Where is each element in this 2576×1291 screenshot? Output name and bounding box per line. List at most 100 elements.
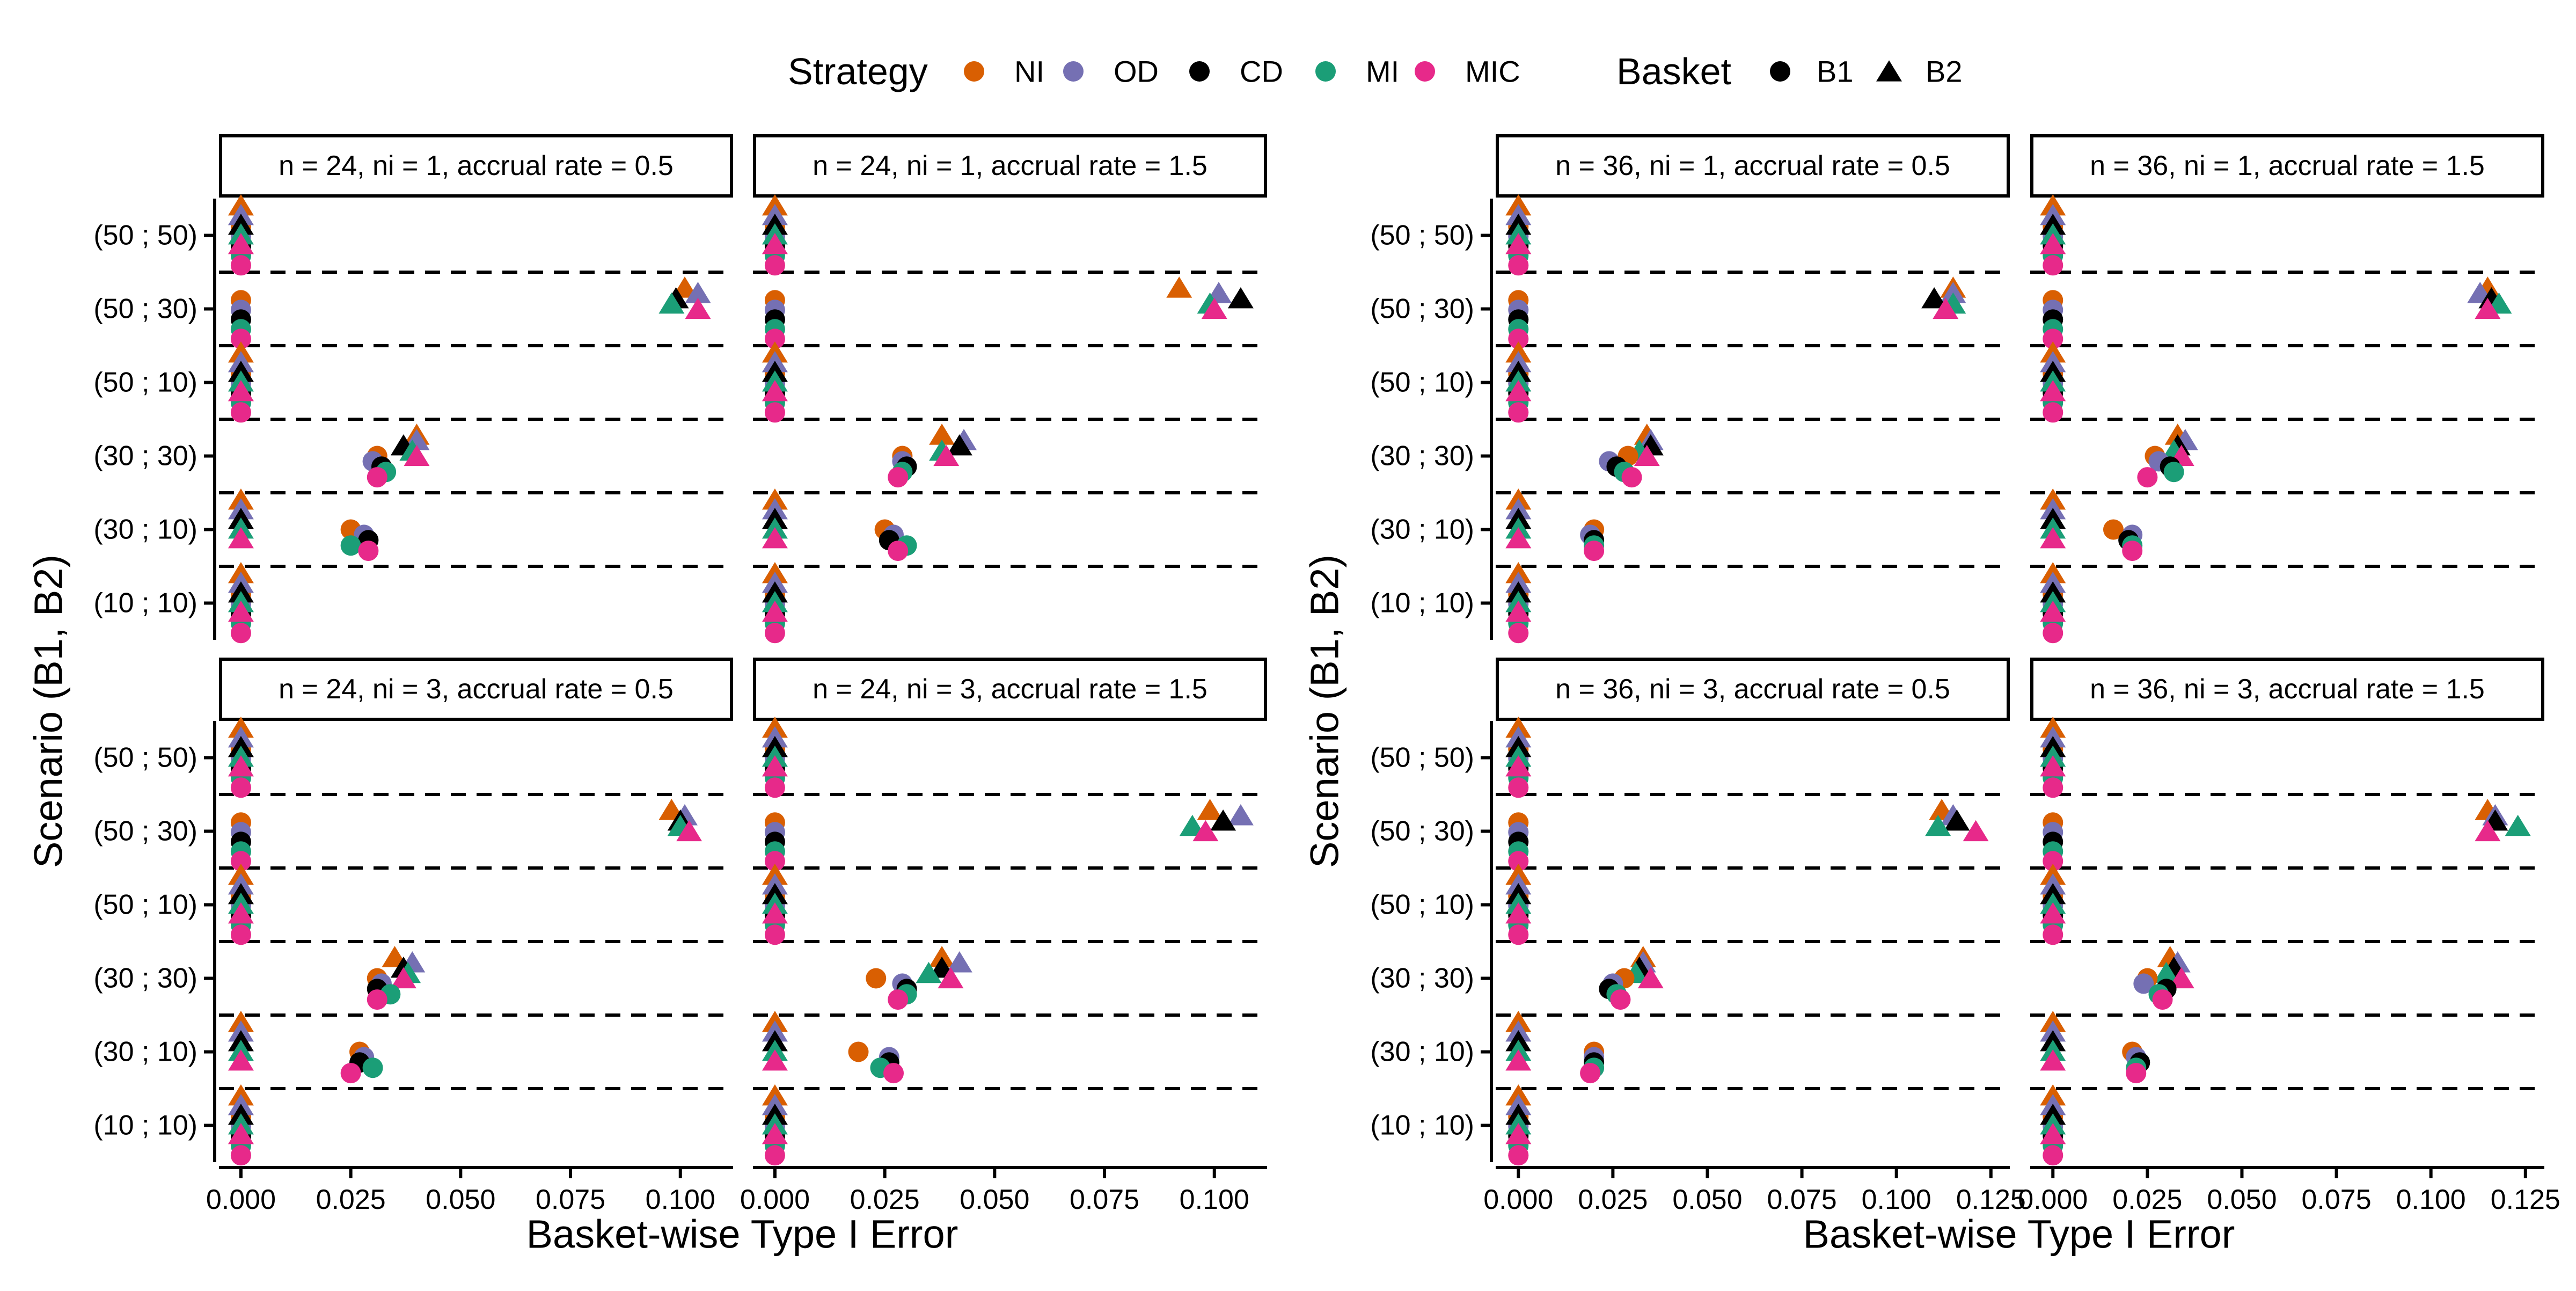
panel-title: n = 24, ni = 3, accrual rate = 0.5	[279, 674, 674, 705]
panel-strip	[753, 134, 1267, 198]
legend: Strategy NI OD CD MI MIC Basket B1 B2	[788, 50, 1963, 92]
point-cd-b2	[1210, 809, 1236, 831]
point-mic-b1	[1621, 467, 1642, 488]
panel-strip	[2030, 134, 2544, 198]
point-mic-b2	[1505, 1122, 1532, 1144]
x-tick-label: 0.050	[960, 1184, 1029, 1215]
point-mi-b2	[1925, 814, 1951, 836]
point-mic-b1	[1508, 924, 1529, 945]
legend-label-cd: CD	[1240, 55, 1283, 89]
legend-label-b1: B1	[1817, 55, 1854, 89]
point-mic-b1	[888, 541, 909, 561]
point-mi-b2	[916, 961, 942, 983]
x-tick-label: 0.000	[2018, 1184, 2088, 1215]
x-axis-title: Basket-wise Type I Error	[526, 1212, 958, 1257]
point-mic-b1	[2043, 329, 2063, 349]
y-tick-label: (10 ; 10)	[1370, 588, 1474, 619]
point-mic-b1	[230, 623, 251, 644]
x-tick-label: 0.100	[1862, 1184, 1931, 1215]
legend-key-ni	[964, 61, 984, 82]
y-axis-title: Scenario (B1, B2)	[26, 555, 71, 868]
point-ni-b2	[929, 946, 955, 967]
point-mic-b1	[2043, 623, 2063, 644]
x-tick-label: 0.025	[850, 1184, 920, 1215]
point-mic-b1	[764, 777, 785, 798]
x-tick-label: 0.100	[646, 1184, 715, 1215]
point-mi-b2	[658, 292, 685, 314]
point-od-b2	[685, 282, 711, 303]
point-mic-b1	[764, 255, 785, 276]
panel-strip	[219, 658, 733, 721]
point-mi-b1	[2163, 462, 2184, 483]
x-tick-label: 0.050	[426, 1184, 495, 1215]
y-tick-label: (50 ; 10)	[1370, 367, 1474, 398]
point-mic-b2	[762, 1122, 788, 1144]
point-ni-b1	[2103, 519, 2124, 540]
point-mic-b1	[340, 1063, 361, 1084]
point-mic-b2	[762, 600, 788, 622]
point-mic-b1	[1508, 402, 1529, 423]
x-tick-label: 0.050	[1672, 1184, 1742, 1215]
point-cd-b2	[1921, 287, 1948, 309]
point-od-b1	[2133, 973, 2154, 994]
point-mic-b1	[1508, 851, 1529, 872]
legend-key-cd	[1189, 61, 1210, 82]
x-tick-label: 0.025	[1578, 1184, 1648, 1215]
x-tick-label: 0.000	[740, 1184, 810, 1215]
point-mic-b1	[2137, 467, 2158, 488]
point-mic-b2	[1505, 380, 1532, 402]
y-tick-label: (30 ; 10)	[1370, 514, 1474, 545]
point-mic-b1	[764, 402, 785, 423]
point-mic-b2	[228, 902, 254, 924]
point-mic-b2	[1505, 1049, 1532, 1071]
point-mic-b2	[228, 527, 254, 549]
x-axis-title: Basket-wise Type I Error	[1803, 1212, 2235, 1257]
point-mi-b2	[2153, 961, 2179, 983]
y-tick-label: (30 ; 10)	[1370, 1037, 1474, 1068]
point-mic-b1	[367, 467, 387, 488]
point-od-b2	[1227, 804, 1254, 826]
point-mic-b2	[390, 967, 416, 989]
point-mic-b1	[1508, 329, 1529, 349]
point-mic-b2	[2475, 297, 2501, 319]
point-mic-b2	[228, 1122, 254, 1144]
point-mic-b2	[938, 967, 964, 989]
panel-strip	[1496, 134, 2010, 198]
point-mic-b2	[1933, 297, 1959, 319]
point-mic-b2	[762, 380, 788, 402]
x-tick-label: 0.100	[2396, 1184, 2466, 1215]
point-mic-b1	[230, 329, 251, 349]
point-mic-b2	[228, 600, 254, 622]
point-mic-b1	[764, 329, 785, 349]
point-mic-b1	[2043, 1145, 2063, 1166]
point-mic-b1	[1610, 989, 1631, 1010]
x-tick-label: 0.075	[1070, 1184, 1139, 1215]
point-cd-b2	[1227, 287, 1254, 309]
panel-g0-r0-c0: n = 24, ni = 1, accrual rate = 0.5 (50 ; …	[93, 134, 733, 644]
y-tick-label: (50 ; 30)	[1370, 294, 1474, 325]
point-mic-b1	[358, 541, 379, 561]
point-mic-b1	[764, 851, 785, 872]
point-ni-b2	[1197, 799, 1223, 820]
point-mic-b1	[1580, 1063, 1601, 1084]
panel-g1-r1-c0: n = 36, ni = 3, accrual rate = 0.5 (50 ; …	[1370, 658, 2026, 1215]
point-mic-b1	[888, 467, 909, 488]
point-mic-b2	[762, 527, 788, 549]
point-mic-b2	[1201, 297, 1227, 319]
x-tick-label: 0.125	[1956, 1184, 2026, 1215]
point-ni-b2	[1166, 276, 1192, 298]
panel-strip	[219, 134, 733, 198]
panel-strip	[2030, 658, 2544, 721]
panel-g1-r0-c0: n = 36, ni = 1, accrual rate = 0.5 (50 ; …	[1370, 134, 2010, 644]
point-mic-b2	[228, 232, 254, 254]
point-mic-b2	[404, 444, 430, 466]
point-mic-b2	[2040, 527, 2066, 549]
point-mic-b2	[762, 232, 788, 254]
y-tick-label: (50 ; 10)	[1370, 889, 1474, 921]
x-tick-label: 0.050	[2207, 1184, 2277, 1215]
panel-strip	[1496, 658, 2010, 721]
point-mic-b2	[1505, 902, 1532, 924]
x-tick-label: 0.025	[2112, 1184, 2182, 1215]
legend-label-od: OD	[1114, 55, 1159, 89]
y-tick-label: (50 ; 30)	[93, 294, 197, 325]
